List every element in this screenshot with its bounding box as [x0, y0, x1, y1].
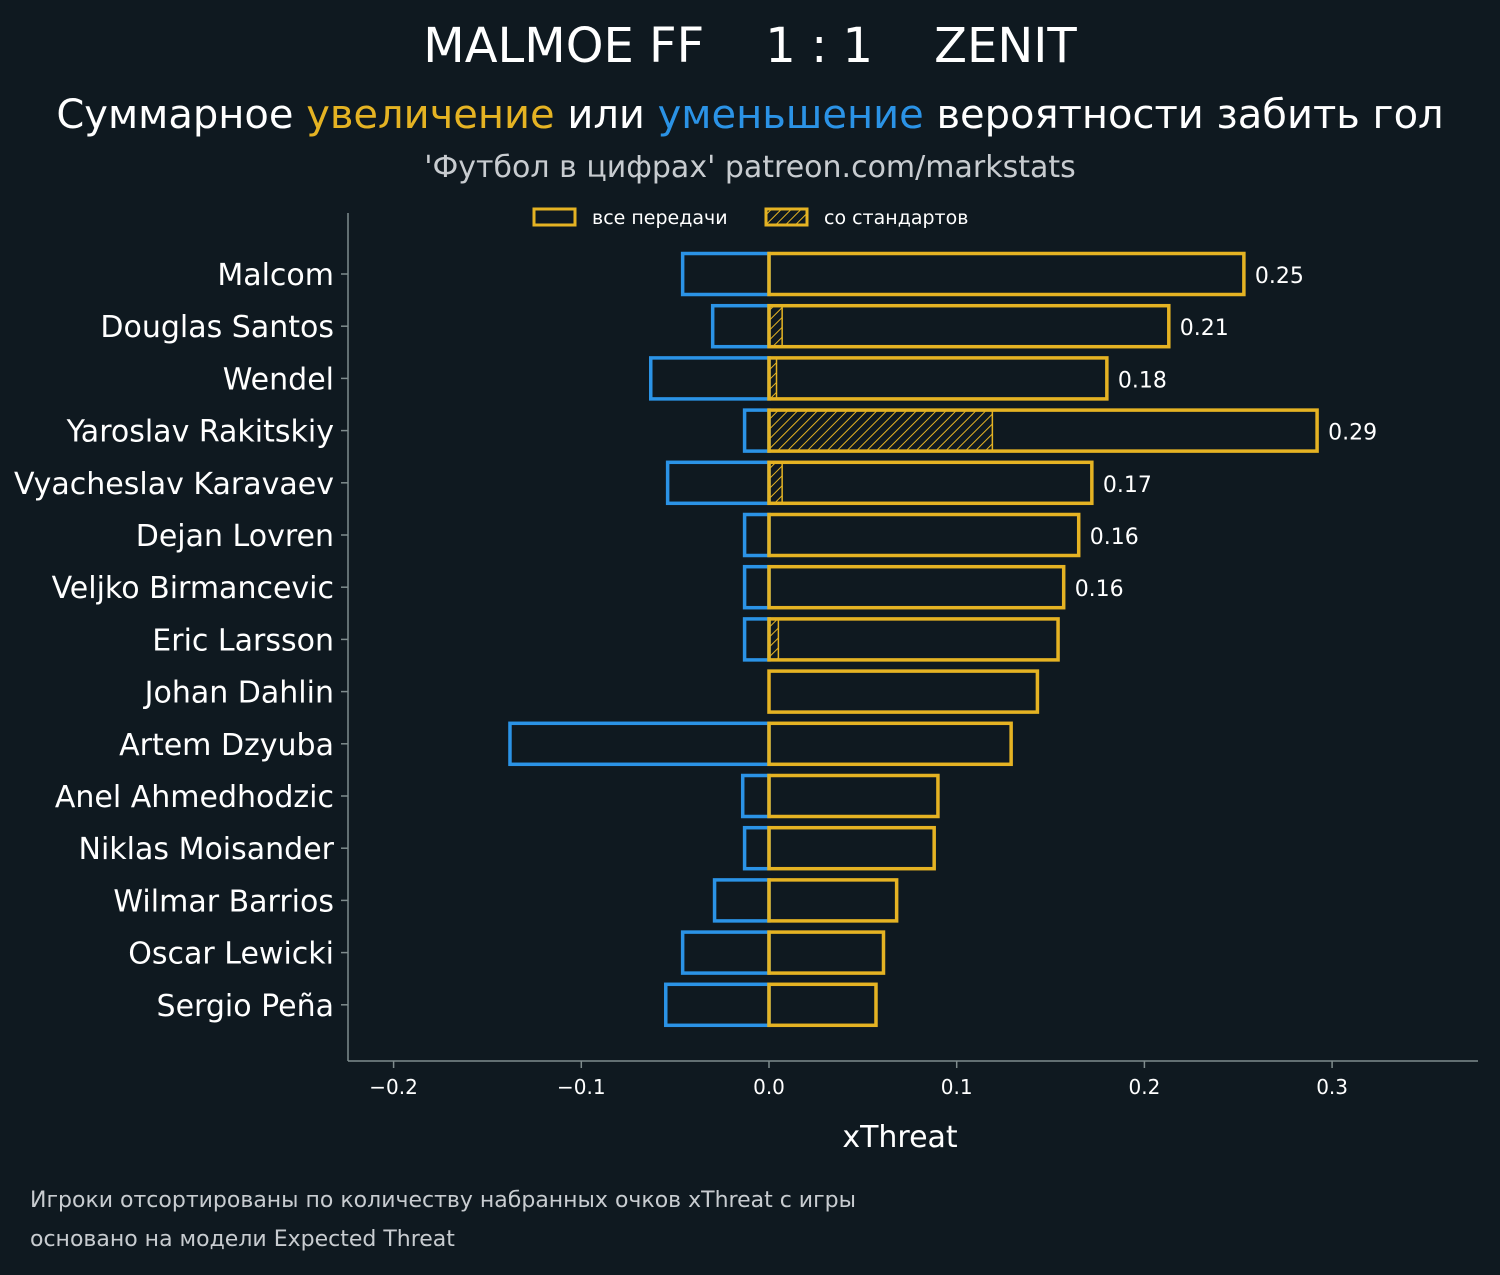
bar-increase	[767, 512, 1081, 558]
legend-label-all-passes: все передачи	[592, 207, 728, 229]
bar-increase	[767, 303, 1171, 349]
bar-set-pieces	[768, 304, 783, 348]
bar-decrease	[648, 356, 771, 401]
bar-decrease	[742, 408, 771, 453]
chart-source: 'Футбол в цифрах' patreon.com/markstats	[424, 150, 1076, 185]
x-tick-label: −0.1	[557, 1075, 606, 1099]
player-label: Malcom	[217, 258, 334, 293]
bar-increase	[767, 460, 1094, 506]
bar-increase	[767, 878, 899, 923]
bar-decrease	[680, 930, 771, 975]
bar-decrease	[664, 982, 771, 1028]
footnote-model: основано на модели Expected Threat	[30, 1227, 455, 1252]
bar-decrease	[680, 251, 771, 297]
bar-decrease	[742, 564, 771, 610]
chart-subtitle: Суммарное увеличение или уменьшение веро…	[0, 92, 1500, 138]
x-axis-label: xThreat	[842, 1120, 958, 1155]
player-label: Anel Ahmedhodzic	[55, 780, 334, 815]
legend-swatch-all-passes	[532, 207, 577, 227]
player-label: Dejan Lovren	[136, 519, 334, 554]
bar-increase	[767, 930, 886, 975]
footnote-sorting: Игроки отсортированы по количеству набра…	[30, 1188, 856, 1213]
player-label: Oscar Lewicki	[128, 937, 334, 972]
player-label: Yaroslav Rakitskiy	[66, 415, 334, 450]
player-label: Wendel	[223, 362, 334, 397]
bar-increase	[767, 669, 1040, 714]
bar-value-label: 0.16	[1075, 577, 1124, 602]
player-label: Eric Larsson	[152, 623, 334, 658]
bar-increase	[767, 825, 936, 871]
x-tick-label: 0.1	[941, 1075, 973, 1099]
bar-set-pieces	[768, 409, 994, 452]
bar-increase	[767, 982, 878, 1028]
bar-decrease	[740, 773, 771, 819]
x-tick-label: −0.2	[369, 1075, 418, 1099]
bar-decrease	[742, 617, 771, 662]
bar-value-label: 0.18	[1118, 368, 1167, 393]
legend-swatch-set-pieces	[764, 207, 809, 227]
chart-legend: все передачи со стандартов	[532, 207, 968, 229]
subtitle-part1: Суммарное	[56, 92, 307, 138]
x-tick-label: 0.3	[1316, 1075, 1348, 1099]
subtitle-part2: или	[554, 92, 658, 138]
subtitle-increase: увеличение	[306, 92, 555, 138]
bar-increase	[767, 408, 1319, 453]
bar-value-label: 0.17	[1103, 473, 1152, 498]
bar-increase	[767, 773, 940, 819]
legend-label-set-pieces: со стандартов	[824, 207, 968, 229]
bar-value-label: 0.29	[1328, 421, 1377, 446]
bars-layer: 0.25 0.21 0.18 0.29 0.17 0.16 0.16	[508, 251, 1377, 1028]
bar-increase	[767, 251, 1246, 297]
player-label: Douglas Santos	[100, 310, 334, 345]
bar-increase	[767, 356, 1109, 401]
bar-decrease	[508, 721, 771, 767]
axes-layer: −0.2 −0.1 0.0 0.1 0.2 0.3 Malcom Douglas Santos…	[14, 213, 1478, 1099]
player-label: Sergio Peña	[157, 989, 334, 1024]
subtitle-part3: вероятности забить гол	[923, 92, 1444, 138]
bar-increase	[767, 721, 1013, 767]
bar-value-label: 0.25	[1255, 264, 1304, 289]
player-label: Veljko Birmancevic	[52, 571, 334, 606]
bar-value-label: 0.16	[1090, 525, 1139, 550]
bar-increase	[767, 564, 1066, 610]
bar-decrease	[712, 878, 771, 923]
player-label: Artem Dzyuba	[119, 728, 334, 763]
bar-decrease	[710, 303, 771, 349]
player-label: Niklas Moisander	[79, 832, 335, 867]
x-tick-label: 0.0	[753, 1075, 785, 1099]
player-label: Vyacheslav Karavaev	[14, 467, 334, 502]
subtitle-decrease: уменьшение	[657, 92, 924, 138]
player-label: Johan Dahlin	[143, 676, 334, 711]
bar-decrease	[665, 460, 771, 506]
bar-set-pieces	[768, 461, 783, 505]
bar-increase	[767, 617, 1060, 662]
bar-value-label: 0.21	[1180, 316, 1229, 341]
bar-decrease	[742, 512, 771, 558]
player-label: Wilmar Barrios	[113, 884, 334, 919]
x-tick-label: 0.2	[1128, 1075, 1160, 1099]
chart-title: MALMOE FF 1 : 1 ZENIT	[423, 18, 1077, 74]
bar-decrease	[742, 825, 771, 871]
